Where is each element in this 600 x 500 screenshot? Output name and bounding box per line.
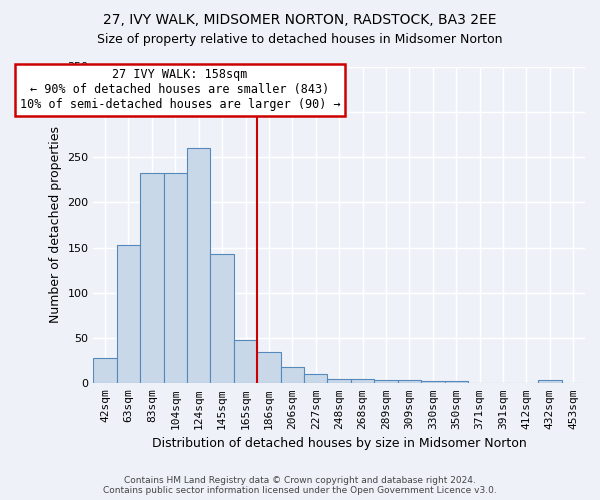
Bar [445,382,468,384]
Bar [281,367,304,384]
Bar [328,379,351,384]
Bar [398,380,421,384]
Bar [538,380,562,384]
Bar [164,174,187,384]
Bar [234,340,257,384]
X-axis label: Distribution of detached houses by size in Midsomer Norton: Distribution of detached houses by size … [152,437,527,450]
Bar [421,382,445,384]
Text: 27 IVY WALK: 158sqm
← 90% of detached houses are smaller (843)
10% of semi-detac: 27 IVY WALK: 158sqm ← 90% of detached ho… [20,68,340,112]
Bar [257,352,281,384]
Bar [351,379,374,384]
Bar [211,254,234,384]
Bar [374,380,398,384]
Bar [117,245,140,384]
Text: Contains HM Land Registry data © Crown copyright and database right 2024.
Contai: Contains HM Land Registry data © Crown c… [103,476,497,495]
Bar [94,358,117,384]
Bar [140,174,164,384]
Bar [187,148,211,384]
Text: 27, IVY WALK, MIDSOMER NORTON, RADSTOCK, BA3 2EE: 27, IVY WALK, MIDSOMER NORTON, RADSTOCK,… [103,12,497,26]
Text: Size of property relative to detached houses in Midsomer Norton: Size of property relative to detached ho… [97,32,503,46]
Bar [304,374,328,384]
Y-axis label: Number of detached properties: Number of detached properties [49,126,62,324]
